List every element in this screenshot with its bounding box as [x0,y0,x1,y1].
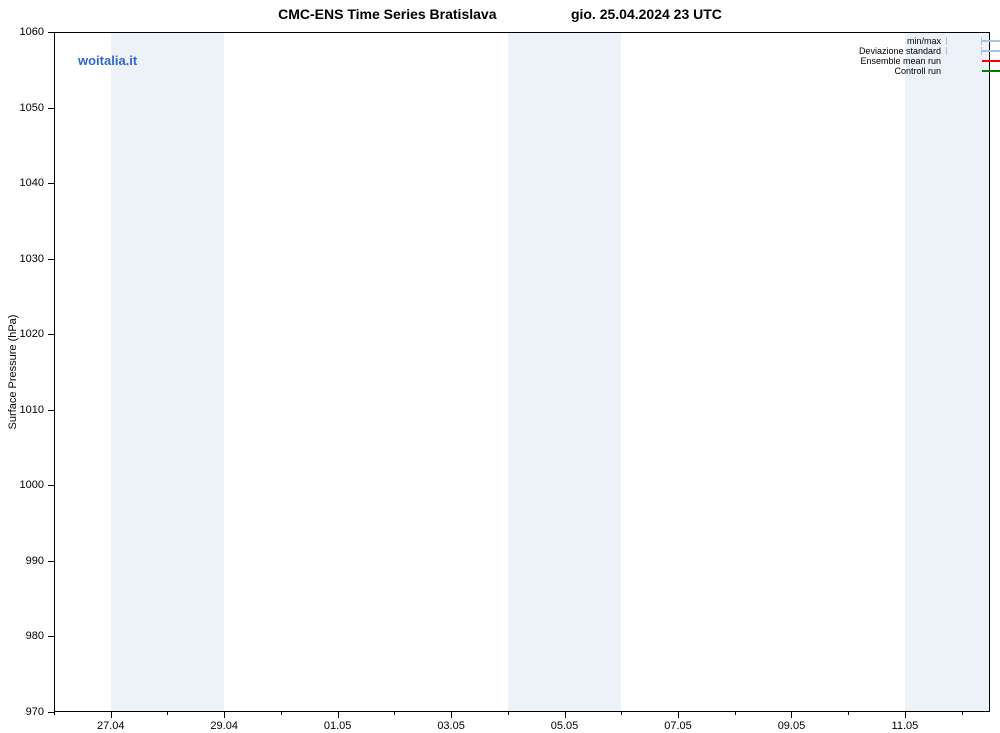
y-tick-label: 1030 [20,253,44,265]
x-tick [111,712,112,718]
x-tick [678,712,679,718]
legend-label: min/max [907,36,941,46]
legend-row: Ensemble mean run [859,56,982,66]
plot-area: 9709809901000101010201030104010501060 27… [54,32,990,712]
legend: min/maxDeviazione standardEnsemble mean … [859,36,982,76]
y-tick-label: 970 [26,706,44,718]
x-tick [451,712,452,718]
y-tick-label: 1020 [20,328,44,340]
x-tick [224,712,225,718]
chart-container: CMC-ENS Time Series Bratislava gio. 25.0… [0,0,1000,733]
watermark: woitalia.it [78,53,137,68]
x-tick-minor [735,712,736,715]
legend-label: Controll run [894,66,941,76]
shaded-band [508,32,621,712]
x-tick [791,712,792,718]
x-tick-minor [394,712,395,715]
y-tick-label: 1010 [20,404,44,416]
x-tick [905,712,906,718]
legend-row: Controll run [859,66,982,76]
x-tick [565,712,566,718]
y-tick-label: 990 [26,555,44,567]
x-tick-label: 09.05 [778,720,806,732]
legend-swatch [946,51,982,52]
y-axis-title: Surface Pressure (hPa) [7,315,19,430]
x-tick-label: 05.05 [551,720,579,732]
x-tick-label: 07.05 [664,720,692,732]
y-tick-label: 1000 [20,479,44,491]
chart-title-left: CMC-ENS Time Series Bratislava [278,6,496,22]
legend-swatch [946,41,982,42]
chart-title-right: gio. 25.04.2024 23 UTC [571,6,722,22]
y-tick [48,334,54,335]
x-tick [338,712,339,718]
y-tick [48,183,54,184]
x-tick-label: 03.05 [437,720,465,732]
shaded-band [905,32,990,712]
shaded-band [111,32,224,712]
y-tick [48,259,54,260]
legend-label: Ensemble mean run [860,56,941,66]
x-tick-label: 01.05 [324,720,352,732]
x-tick-minor [167,712,168,715]
legend-swatch [946,61,982,62]
x-tick-label: 11.05 [892,720,919,732]
x-tick-label: 27.04 [97,720,125,732]
x-tick-minor [54,712,55,715]
y-tick [48,108,54,109]
y-tick-label: 1060 [20,26,44,38]
y-tick-label: 980 [26,630,44,642]
legend-swatch [946,71,982,72]
y-tick [48,32,54,33]
y-tick [48,636,54,637]
legend-row: Deviazione standard [859,46,982,56]
x-tick-minor [621,712,622,715]
y-tick [48,410,54,411]
x-tick-minor [848,712,849,715]
y-tick-label: 1040 [20,177,44,189]
x-tick-minor [508,712,509,715]
y-tick [48,485,54,486]
legend-label: Deviazione standard [859,46,941,56]
legend-row: min/max [859,36,982,46]
x-tick-minor [281,712,282,715]
chart-title-row: CMC-ENS Time Series Bratislava gio. 25.0… [0,6,1000,24]
x-tick-minor [962,712,963,715]
y-tick [48,561,54,562]
y-tick-label: 1050 [20,102,44,114]
x-tick-label: 29.04 [210,720,238,732]
